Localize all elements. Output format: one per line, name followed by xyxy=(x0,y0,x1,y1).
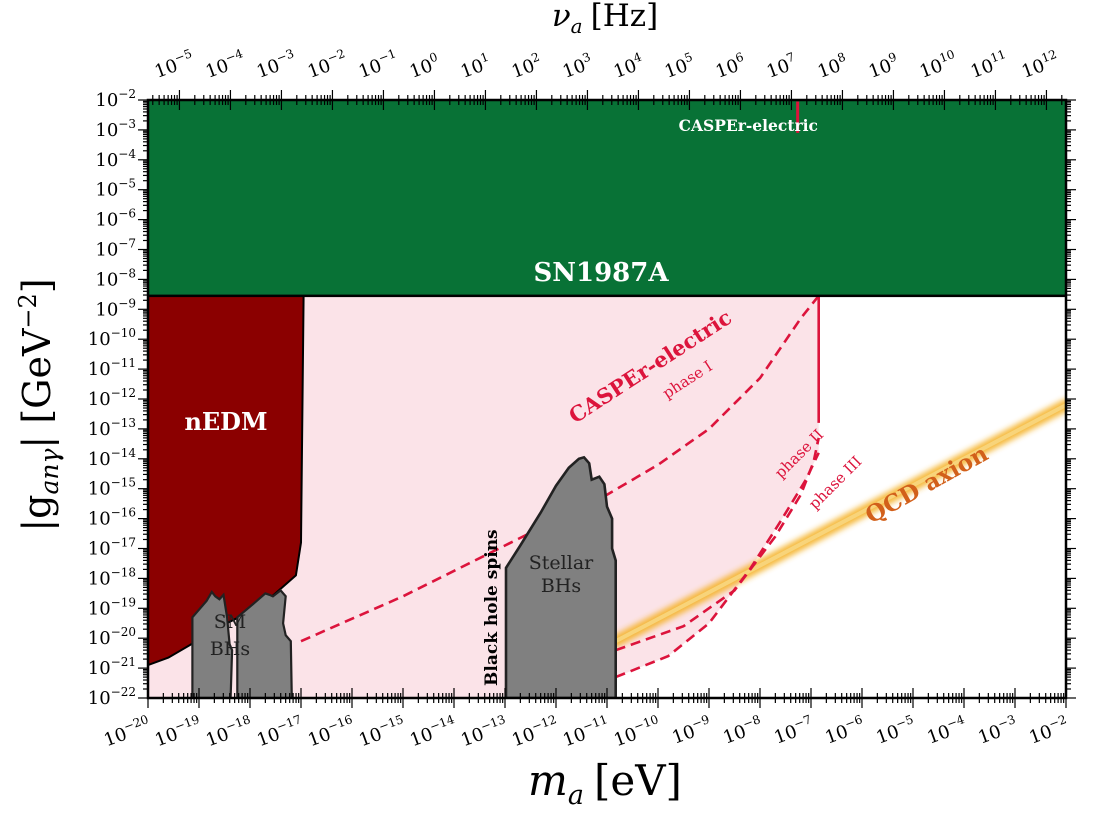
x-tick-label: 10−14 xyxy=(406,712,460,751)
y-tick-label: 10−20 xyxy=(88,625,136,649)
y-tick-label: 10−12 xyxy=(88,386,136,410)
top-x-tick-label: 109 xyxy=(865,50,902,83)
top-x-tick-label: 101 xyxy=(457,50,494,83)
x-tick-label: 10−10 xyxy=(610,712,664,751)
nedm-label: nEDM xyxy=(184,407,267,436)
top-x-tick-label: 10−5 xyxy=(151,46,197,82)
x-tick-label: 10−3 xyxy=(974,712,1020,748)
stellar-bh-region xyxy=(504,455,617,698)
x-tick-label: 10−6 xyxy=(821,712,867,748)
casper-phase3-line xyxy=(615,452,820,679)
smbh-label-line2: BHs xyxy=(210,638,250,660)
sm-bh-region-right xyxy=(236,588,293,698)
top-axis-title: νa [Hz] xyxy=(552,0,658,38)
y-tick-label: 10−22 xyxy=(88,685,136,709)
top-x-tick-label: 1012 xyxy=(1018,47,1062,83)
y-tick-label: 10−18 xyxy=(88,565,136,589)
top-x-tick-label: 102 xyxy=(508,50,545,83)
x-tick-label: 10−18 xyxy=(202,712,256,751)
x-tick-label: 10−2 xyxy=(1025,712,1071,748)
y-tick-label: 10−15 xyxy=(88,476,136,500)
x-tick-label: 10−15 xyxy=(355,712,409,751)
y-tick-label: 10−5 xyxy=(95,177,136,201)
x-tick-label: 10−17 xyxy=(253,712,307,751)
top-x-tick-label: 104 xyxy=(610,50,647,83)
y-tick-label: 10−21 xyxy=(88,655,136,679)
y-tick-label: 10−19 xyxy=(88,595,136,619)
x-tick-label: 10−8 xyxy=(719,712,765,748)
x-tick-label: 10−20 xyxy=(100,712,154,751)
x-tick-label: 10−13 xyxy=(457,712,511,751)
y-tick-label: 10−6 xyxy=(95,207,136,231)
stellar-label-line1: Stellar xyxy=(529,552,594,574)
y-tick-label: 10−14 xyxy=(88,446,137,470)
x-tick-label: 10−12 xyxy=(508,712,562,751)
sn1987a-region xyxy=(148,100,1066,298)
x-tick-label: 10−9 xyxy=(668,712,714,748)
x-tick-labels: 10−2010−1910−1810−1710−1610−1510−1410−13… xyxy=(100,712,1071,751)
plot-area xyxy=(148,100,1066,698)
black-hole-spins-label: Black hole spins xyxy=(482,529,502,686)
top-x-tick-label: 10−2 xyxy=(304,46,350,82)
top-x-tick-label: 103 xyxy=(559,50,596,83)
x-tick-label: 10−5 xyxy=(872,712,918,748)
top-x-tick-label: 106 xyxy=(712,50,749,83)
x-tick-label: 10−19 xyxy=(151,712,205,751)
y-tick-label: 10−10 xyxy=(88,326,136,350)
axis-ticks xyxy=(138,90,1076,708)
y-tick-label: 10−16 xyxy=(88,506,136,530)
top-x-tick-labels: 10−5 10−4 10−3 10−2 10−1 100 101 102 103 104 105 10… xyxy=(151,46,1062,83)
top-x-tick-label: 10−3 xyxy=(253,46,299,82)
casper-reach-region xyxy=(148,295,819,698)
top-x-tick-label: 1010 xyxy=(916,47,960,83)
sn1987a-label: SN1987A xyxy=(533,258,669,288)
smbh-label-line1: SM xyxy=(214,611,246,633)
y-tick-label: 10−8 xyxy=(95,266,136,290)
y-tick-label: 10−4 xyxy=(95,147,136,171)
casper-top-label: CASPEr-electric xyxy=(679,116,818,135)
y-tick-label: 10−7 xyxy=(95,237,136,261)
stellar-label-line2: BHs xyxy=(541,575,581,597)
top-x-tick-label: 107 xyxy=(763,50,800,83)
top-x-tick-label: 1011 xyxy=(967,47,1011,83)
y-tick-label: 10−17 xyxy=(88,536,136,560)
y-tick-label: 10−3 xyxy=(95,117,136,141)
y-tick-label: 10−2 xyxy=(95,87,136,111)
qcd-axion-band xyxy=(613,403,1066,644)
top-x-tick-label: 10−4 xyxy=(202,46,249,83)
y-axis-title: |ganγ| [GeV−2] xyxy=(14,278,64,531)
y-tick-label: 10−9 xyxy=(95,296,136,320)
sm-bh-region-left xyxy=(191,589,234,698)
x-tick-label: 10−11 xyxy=(559,712,613,751)
y-tick-label: 10−11 xyxy=(88,356,136,380)
x-tick-label: 10−16 xyxy=(304,712,358,751)
casper-phase2-line xyxy=(615,437,820,652)
casper-phase1-line xyxy=(300,294,820,643)
y-tick-label: 10−13 xyxy=(88,416,136,440)
x-tick-label: 10−4 xyxy=(923,712,970,749)
y-tick-labels: 10−2 10−3 10−4 10−5 10−6 10−7 10−8 10−9 10−10 10−… xyxy=(88,87,137,709)
top-x-tick-label: 105 xyxy=(661,50,698,83)
x-axis-title: ma [eV] xyxy=(528,756,682,811)
x-tick-label: 10−7 xyxy=(770,712,816,748)
top-x-tick-label: 108 xyxy=(814,50,851,83)
top-x-tick-label: 100 xyxy=(406,50,443,83)
top-x-tick-label: 10−1 xyxy=(355,46,401,82)
